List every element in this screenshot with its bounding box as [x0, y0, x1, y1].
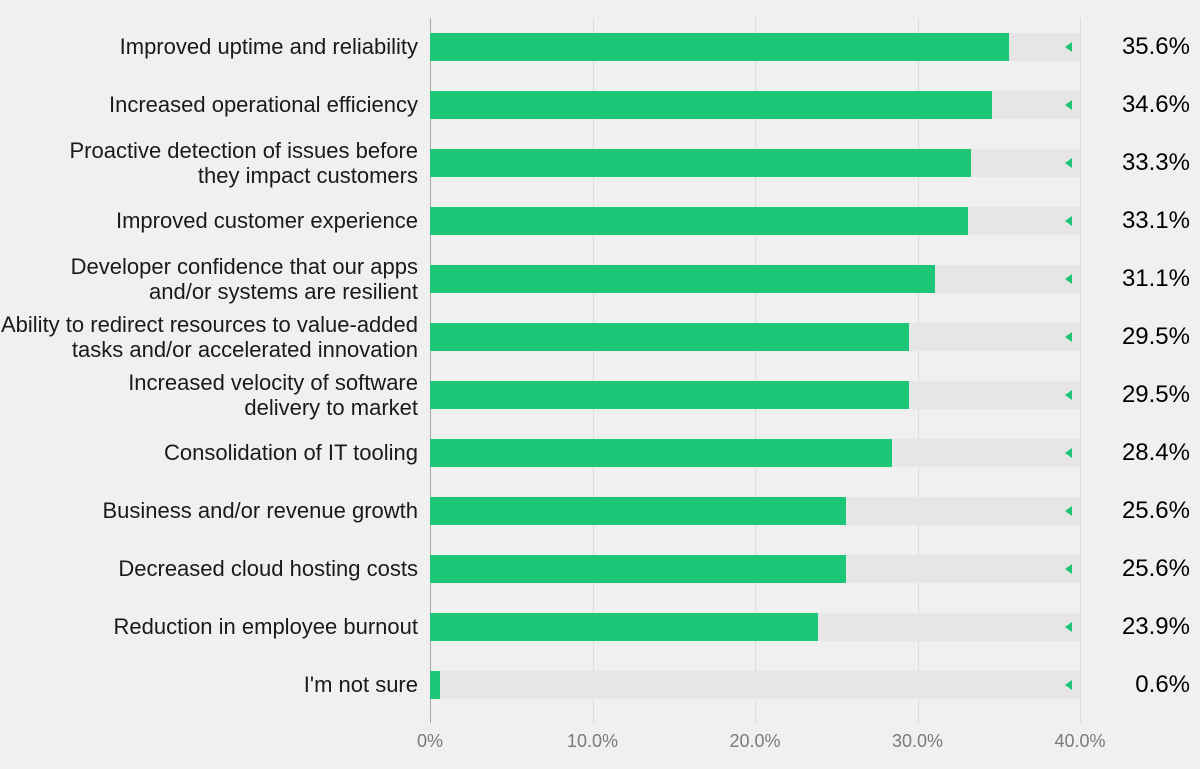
bar-area	[430, 18, 1080, 76]
bar-track	[430, 207, 1080, 235]
triangle-left-icon	[1065, 448, 1072, 458]
row-label: Increased velocity of softwaredelivery t…	[0, 370, 430, 421]
row-value: 33.1%	[1080, 207, 1200, 235]
bar-track	[430, 497, 1080, 525]
bar-area	[430, 482, 1080, 540]
row-value: 33.3%	[1080, 149, 1200, 177]
x-axis-tick-label: 20.0%	[729, 731, 780, 752]
row-label: Reduction in employee burnout	[0, 614, 430, 639]
chart-row: Ability to redirect resources to value-a…	[0, 308, 1200, 366]
bar-area	[430, 308, 1080, 366]
bar-area	[430, 656, 1080, 714]
row-value: 29.5%	[1080, 381, 1200, 409]
bar-fill	[430, 555, 846, 583]
row-value: 28.4%	[1080, 439, 1200, 467]
chart-row: Improved customer experience 33.1%	[0, 192, 1200, 250]
triangle-left-icon	[1065, 332, 1072, 342]
triangle-left-icon	[1065, 274, 1072, 284]
bar-area	[430, 134, 1080, 192]
chart-row: Developer confidence that our appsand/or…	[0, 250, 1200, 308]
bar-fill	[430, 149, 971, 177]
triangle-left-icon	[1065, 216, 1072, 226]
row-value: 25.6%	[1080, 555, 1200, 583]
triangle-left-icon	[1065, 42, 1072, 52]
bar-fill	[430, 381, 909, 409]
bar-fill	[430, 497, 846, 525]
chart-row: Improved uptime and reliability 35.6%	[0, 18, 1200, 76]
bar-fill	[430, 671, 440, 699]
row-label: Developer confidence that our appsand/or…	[0, 254, 430, 305]
bar-fill	[430, 439, 892, 467]
triangle-left-icon	[1065, 390, 1072, 400]
row-label: Improved uptime and reliability	[0, 34, 430, 59]
bar-track	[430, 439, 1080, 467]
bar-area	[430, 424, 1080, 482]
triangle-left-icon	[1065, 506, 1072, 516]
bar-track	[430, 265, 1080, 293]
row-label: Decreased cloud hosting costs	[0, 556, 430, 581]
bar-track	[430, 91, 1080, 119]
bar-fill	[430, 33, 1009, 61]
triangle-left-icon	[1065, 100, 1072, 110]
bar-track	[430, 149, 1080, 177]
row-label: Increased operational efficiency	[0, 92, 430, 117]
triangle-left-icon	[1065, 680, 1072, 690]
row-value: 23.9%	[1080, 613, 1200, 641]
triangle-left-icon	[1065, 622, 1072, 632]
row-label: Consolidation of IT tooling	[0, 440, 430, 465]
bar-fill	[430, 265, 935, 293]
row-value: 34.6%	[1080, 91, 1200, 119]
bar-fill	[430, 207, 968, 235]
bar-area	[430, 192, 1080, 250]
bar-track	[430, 33, 1080, 61]
chart-row: Consolidation of IT tooling 28.4%	[0, 424, 1200, 482]
row-value: 25.6%	[1080, 497, 1200, 525]
x-axis-tick-label: 30.0%	[892, 731, 943, 752]
bar-track	[430, 671, 1080, 699]
bar-fill	[430, 91, 992, 119]
row-label: Ability to redirect resources to value-a…	[0, 312, 430, 363]
row-label: Proactive detection of issues beforethey…	[0, 138, 430, 189]
bar-track	[430, 613, 1080, 641]
chart-row: Business and/or revenue growth 25.6%	[0, 482, 1200, 540]
chart-row: Decreased cloud hosting costs 25.6%	[0, 540, 1200, 598]
chart-row: Reduction in employee burnout 23.9%	[0, 598, 1200, 656]
bar-area	[430, 540, 1080, 598]
bar-area	[430, 366, 1080, 424]
row-value: 0.6%	[1080, 671, 1200, 699]
row-label: Improved customer experience	[0, 208, 430, 233]
chart-row: Proactive detection of issues beforethey…	[0, 134, 1200, 192]
x-axis-tick-label: 10.0%	[567, 731, 618, 752]
row-value: 35.6%	[1080, 33, 1200, 61]
x-axis-tick-label: 40.0%	[1054, 731, 1105, 752]
bar-fill	[430, 613, 818, 641]
horizontal-bar-chart: Improved uptime and reliability 35.6% Incr…	[0, 0, 1200, 769]
bar-area	[430, 76, 1080, 134]
row-label: Business and/or revenue growth	[0, 498, 430, 523]
triangle-left-icon	[1065, 158, 1072, 168]
chart-row: Increased velocity of softwaredelivery t…	[0, 366, 1200, 424]
bar-track	[430, 323, 1080, 351]
chart-row: I'm not sure 0.6%	[0, 656, 1200, 714]
row-value: 29.5%	[1080, 323, 1200, 351]
chart-row: Increased operational efficiency 34.6%	[0, 76, 1200, 134]
bar-track	[430, 555, 1080, 583]
x-axis-tick-label: 0%	[417, 731, 443, 752]
triangle-left-icon	[1065, 564, 1072, 574]
row-value: 31.1%	[1080, 265, 1200, 293]
bar-area	[430, 250, 1080, 308]
bar-track	[430, 381, 1080, 409]
bar-fill	[430, 323, 909, 351]
bar-area	[430, 598, 1080, 656]
row-label: I'm not sure	[0, 672, 430, 697]
